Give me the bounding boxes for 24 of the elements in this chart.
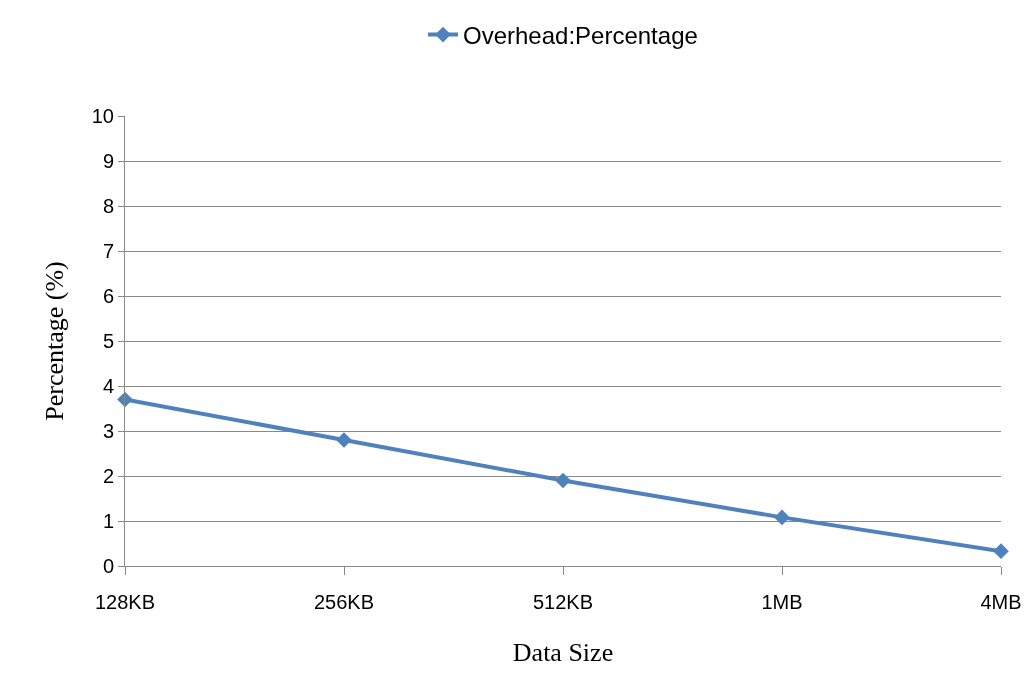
- x-tick-label: 128KB: [94, 591, 156, 613]
- y-tick-label: 9: [102, 150, 114, 172]
- point: [336, 432, 352, 448]
- point: [993, 543, 1009, 559]
- y-tick-label: 8: [102, 195, 114, 217]
- y-tick-label: 6: [102, 285, 114, 307]
- point: [774, 509, 790, 526]
- y-tick-label: 4: [102, 375, 114, 397]
- y-tick-label: 10: [91, 105, 114, 127]
- y-tick-label: 0: [102, 555, 114, 577]
- x-axis-title: Data Size: [512, 637, 614, 667]
- point: [555, 472, 571, 489]
- point: [117, 391, 133, 408]
- x-tick-label: 1MB: [761, 591, 803, 613]
- y-tick-label: 3: [102, 420, 114, 442]
- y-tick-label: 2: [102, 465, 114, 487]
- y-tick-label: 5: [102, 330, 114, 352]
- x-tick-label: 512KB: [532, 591, 594, 613]
- x-tick-label: 256KB: [313, 591, 375, 613]
- y-axis-title: Percentage (%): [40, 261, 70, 421]
- y-tick-label: 7: [102, 240, 114, 262]
- y-tick-label: 1: [102, 510, 114, 532]
- legend-label: Overhead:Percentage: [463, 21, 698, 49]
- x-tick-label: 4MB: [980, 591, 1022, 613]
